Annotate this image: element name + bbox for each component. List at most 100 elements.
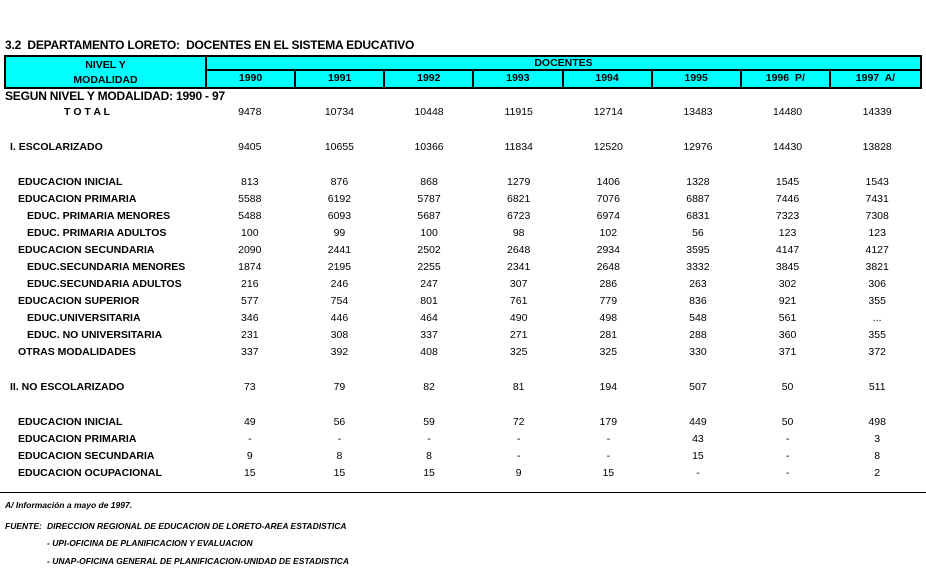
cell-value: 100 [420, 226, 438, 239]
cell-value: 9405 [238, 140, 262, 153]
cell-value: - [785, 432, 790, 445]
cell-value: 464 [420, 311, 438, 324]
cell-value: 216 [241, 277, 259, 290]
cell-value: 511 [868, 380, 886, 393]
footer-divider-line [0, 492, 926, 493]
cell-value: 102 [599, 226, 618, 239]
cell-value: 6821 [507, 192, 531, 205]
header-nivel-line1: NIVEL Y [85, 59, 126, 71]
row-label: EDUC.SECUNDARIA MENORES [27, 260, 186, 273]
cell-value: - [516, 432, 521, 445]
table-row: EDUCACION SUPERIOR 577 754 801 761 779 836 921 3… [4, 292, 922, 309]
table-row: OTRAS MODALIDADES 337 392 408 325 325 330 371 37… [4, 343, 922, 360]
cell-value: 7076 [596, 192, 620, 205]
cell-value: 325 [599, 345, 618, 358]
table-row: EDUCACION PRIMARIA 5588 6192 5787 6821 7076 68… [4, 190, 922, 207]
cell-value: 360 [778, 328, 797, 341]
cell-value: 281 [599, 328, 618, 341]
table-row: EDUCACION INICIAL 813 876 868 1279 1406 1328 15… [4, 173, 922, 190]
docentes-table: NIVEL Y MODALIDAD DOCENTES 1990 1991 1992 1… [4, 55, 922, 481]
year-column-header: 1996 P/ [742, 71, 831, 87]
row-label: EDUC.UNIVERSITARIA [27, 311, 141, 324]
cell-value: 868 [420, 175, 438, 188]
cell-value: 50 [781, 415, 794, 428]
cell-value: 5488 [238, 209, 262, 222]
cell-value: 15 [423, 466, 435, 479]
cell-value: 6192 [327, 192, 352, 205]
cell-value: 56 [333, 415, 346, 428]
cell-value: 15 [243, 466, 256, 479]
row-label: EDUCACION OCUPACIONAL [18, 466, 162, 479]
cell-value: 98 [512, 226, 525, 239]
row-spacer [4, 120, 922, 138]
cell-value: 548 [689, 311, 707, 324]
cell-value: 179 [599, 415, 618, 428]
cell-value: 11834 [504, 140, 533, 153]
cell-value: 302 [778, 277, 797, 290]
cell-value: 10366 [414, 140, 444, 153]
table-row: EDUCACION SECUNDARIA 2090 2441 2502 2648 2934… [4, 241, 922, 258]
cell-value: 876 [330, 175, 349, 188]
cell-value: 498 [599, 311, 618, 324]
cell-value: 2195 [327, 260, 352, 273]
table-row: T O T A L 9478 10734 10448 11915 12714 13483 14… [4, 103, 922, 120]
cell-value: - [427, 432, 431, 445]
cell-value: 392 [330, 345, 349, 358]
cell-value: 81 [512, 380, 525, 393]
table-row: EDUCACION SECUNDARIA 9 8 8 - - 15 - 8 [4, 447, 922, 464]
page-title-line2: SEGUN NIVEL Y MODALIDAD: 1990 - 97 [5, 89, 225, 103]
cell-value: 6974 [596, 209, 620, 222]
source-line-3: - UNAP-OFICINA GENERAL DE PLANIFICACION-… [47, 556, 350, 566]
year-column-header: 1994 [564, 71, 653, 87]
cell-value: 49 [243, 415, 256, 428]
cell-value: 7431 [865, 192, 889, 205]
table-row: EDUC. PRIMARIA MENORES 5488 6093 5687 6723 69… [4, 207, 922, 224]
cell-value: 8 [426, 449, 432, 462]
cell-value: 1328 [686, 175, 710, 188]
cell-value: - [785, 466, 790, 479]
cell-value: 308 [330, 328, 349, 341]
table-header: NIVEL Y MODALIDAD DOCENTES 1990 1991 1992 1… [4, 55, 922, 89]
source-line-1: FUENTE: DIRECCION REGIONAL DE EDUCACION D… [5, 521, 905, 531]
cell-value: 13828 [862, 140, 892, 153]
table-row: EDUC. PRIMARIA ADULTOS 100 99 100 98 102 56 123… [4, 224, 922, 241]
cell-value: 355 [868, 294, 886, 307]
cell-value: 10448 [414, 105, 444, 118]
cell-value: - [606, 432, 611, 445]
cell-value: 4127 [865, 243, 889, 256]
row-label: EDUCACION PRIMARIA [18, 432, 137, 445]
cell-value: 330 [689, 345, 707, 358]
cell-value: 12976 [683, 140, 713, 153]
page-title: 3.2 DEPARTAMENTO LORETO: DOCENTES EN EL … [5, 3, 414, 122]
cell-value: 836 [689, 294, 707, 307]
cell-value: 3595 [686, 243, 710, 256]
cell-value: 6831 [686, 209, 710, 222]
cell-value: - [785, 449, 790, 462]
cell-value: 59 [423, 415, 435, 428]
cell-value: ... [872, 311, 882, 324]
cell-value: 8 [874, 449, 881, 462]
cell-value: 100 [241, 226, 259, 239]
header-cell-nivel-modalidad: NIVEL Y MODALIDAD [6, 57, 207, 87]
cell-value: - [516, 449, 521, 462]
cell-value: - [248, 432, 252, 445]
cell-value: 72 [512, 415, 525, 428]
cell-value: 3845 [775, 260, 800, 273]
cell-value: 3821 [865, 260, 889, 273]
footer: A/ Información a mayo de 1997. FUENTE: DI… [5, 500, 905, 574]
cell-value: 1545 [775, 175, 800, 188]
row-label: EDUCACION SECUNDARIA [18, 449, 155, 462]
cell-value: 5787 [417, 192, 441, 205]
cell-value: 2648 [507, 243, 531, 256]
cell-value: 7323 [775, 209, 800, 222]
cell-value: 8 [336, 449, 343, 462]
row-spacer [4, 360, 922, 378]
row-label: EDUCACION INICIAL [18, 175, 123, 188]
cell-value: 9 [246, 449, 253, 462]
header-cell-docentes: DOCENTES [207, 57, 920, 71]
row-label: EDUCACION INICIAL [18, 415, 123, 428]
row-label: EDUC. PRIMARIA MENORES [27, 209, 171, 222]
cell-value: 123 [868, 226, 886, 239]
year-column-header: 1993 [474, 71, 564, 87]
